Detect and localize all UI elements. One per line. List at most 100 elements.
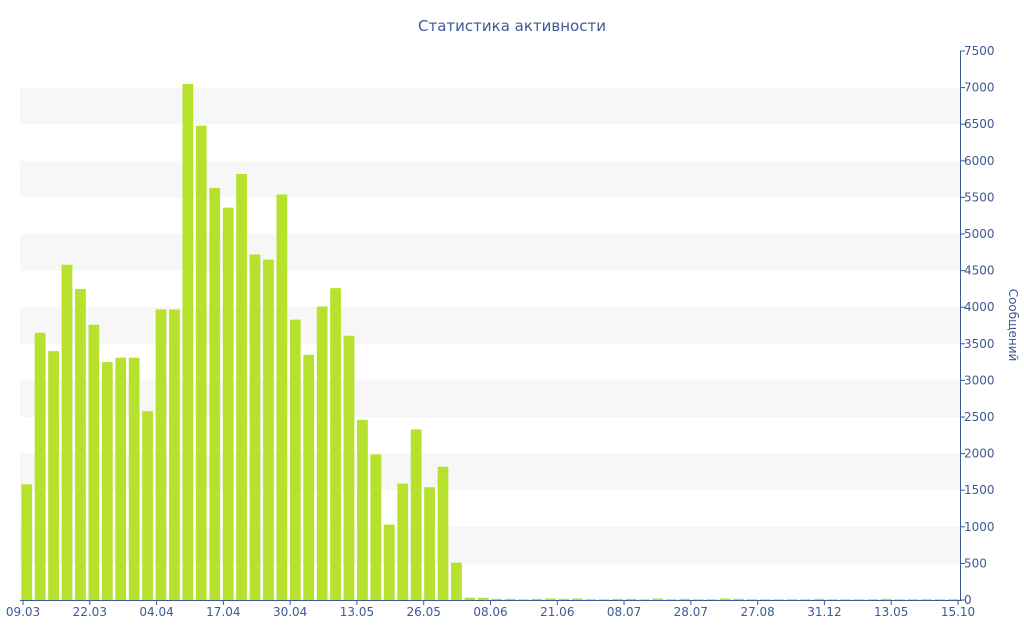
bar [827,599,838,600]
bar [249,254,261,600]
bar [853,599,865,600]
x-tick-label: 31.12 [807,605,841,619]
x-tick-label: 13.05 [874,605,908,619]
bar [518,599,529,600]
y-tick-label: 500 [964,556,987,570]
x-tick-label: 13.05 [340,605,374,619]
bar [155,309,167,600]
y-tick-label: 0 [964,593,972,607]
y-tick-label: 3500 [964,337,995,351]
bar [813,598,825,600]
bar [464,597,476,600]
y-tick-label: 4500 [964,264,995,278]
bar [491,598,503,600]
bar [867,599,879,600]
bar [921,599,932,600]
bar [410,429,422,600]
y-tick-label: 1500 [964,483,995,497]
bar [477,597,489,600]
grid-band [20,87,960,125]
bar [115,357,127,600]
y-tick-label: 6500 [964,117,995,131]
x-tick-label: 17.04 [206,605,240,619]
y-tick-label: 1000 [964,520,995,534]
bar [625,598,637,600]
bar [840,599,852,600]
x-tick-label: 09.03 [6,605,40,619]
x-tick-label: 26.05 [407,605,441,619]
bar [169,309,180,600]
y-tick-label: 2000 [964,447,995,461]
bar [733,598,744,600]
bar [303,354,315,600]
x-tick-label: 28.07 [674,605,708,619]
bar [679,598,691,600]
bar [34,332,46,600]
x-tick-label: 15.10 [941,605,975,619]
axes: 0 500 1000 1500 2000 2500 3000 3500 4000 4500 5000… [6,44,995,619]
bar [383,524,395,600]
bar [451,562,462,600]
bar [75,288,86,600]
bar [316,306,328,600]
y-tick-label: 2500 [964,410,995,424]
x-tick-label: 30.04 [273,605,307,619]
bar [343,335,355,600]
bar [236,173,247,601]
bar [437,466,449,600]
bar [558,598,570,600]
bar [209,187,221,600]
bar [357,419,368,600]
y-tick-label: 5000 [964,227,995,241]
bar [773,599,785,600]
bar [746,599,758,600]
bar-series [21,83,959,601]
bar [276,194,288,600]
y-tick-label: 4000 [964,300,995,314]
bar [88,324,100,600]
bar [61,264,73,600]
bar [142,411,153,600]
bar [800,599,811,600]
bar [128,357,140,600]
bar [880,598,892,600]
bar [947,599,959,600]
bar [652,598,664,600]
bar [692,599,704,600]
x-tick-label: 22.03 [73,605,107,619]
bar [719,598,731,600]
bar [907,599,919,600]
grid-band [20,234,960,271]
x-tick-label: 04.04 [139,605,173,619]
bar [612,598,623,600]
bar [665,599,677,600]
bar [894,599,905,600]
bar [786,599,798,600]
bar [531,598,543,600]
bar [934,599,946,600]
bar [424,487,435,600]
bar [759,599,771,600]
x-tick-label: 27.08 [740,605,774,619]
x-tick-label: 08.07 [607,605,641,619]
bar [571,598,583,600]
x-tick-label: 08.06 [473,605,507,619]
y-axis-label: Сообщений [1006,289,1020,362]
y-tick-label: 5500 [964,190,995,204]
bar [48,351,59,600]
bar [101,362,113,600]
bar [330,288,341,600]
bar [397,483,409,600]
bar [195,125,207,600]
grid-band [20,160,960,198]
bar [21,484,33,600]
y-tick-label: 7000 [964,81,995,95]
bar [504,598,516,600]
y-tick-label: 7500 [964,44,995,58]
bar [370,454,382,600]
x-tick-label: 21.06 [540,605,574,619]
bar [182,83,194,600]
y-tick-label: 6000 [964,154,995,168]
